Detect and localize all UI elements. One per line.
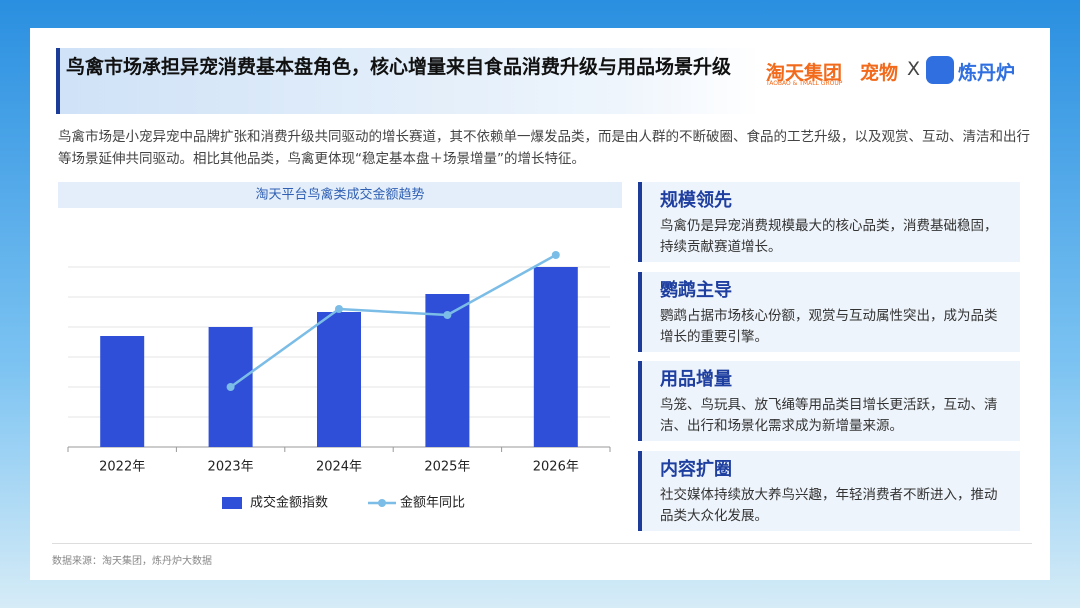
chart: 淘天平台鸟禽类成交金额趋势 2022年 2023年 2024年 2025年 2026年成… xyxy=(58,182,622,511)
card-text: 社交媒体持续放大养鸟兴趣，年轻消费者不断进入，推动品类大众化发展。 xyxy=(660,486,998,524)
card: 鹦鹉主导鹦鹉占据市场核心份额，观赏与互动属性突出，成为品类增长的重要引擎。 xyxy=(638,271,1020,352)
card: 规模领先鸟禽仍是异宠消费规模最大的核心品类，消费基础稳固，持续贡献赛道增长。 xyxy=(638,182,1020,262)
card-text: 鸟禽仍是异宠消费规模最大的核心品类，消费基础稳固，持续贡献赛道增长。 xyxy=(660,218,998,255)
legend-label: 金额年同比 xyxy=(400,495,465,511)
logo-x: X xyxy=(907,58,921,80)
card-title: 内容扩圈 xyxy=(660,458,732,480)
title: 鸟禽市场承担异宠消费基本盘角色，核心增量来自食品消费升级与用品场景升级 xyxy=(66,56,732,78)
card-title: 鹦鹉主导 xyxy=(660,279,732,301)
bar xyxy=(533,267,578,447)
chart-title-band xyxy=(58,182,622,208)
line xyxy=(229,253,557,389)
bar xyxy=(425,294,470,447)
card: 用品增量鸟笼、鸟玩具、放飞绳等用品类目增长更活跃，互动、清洁、出行和场景化需求成… xyxy=(638,361,1020,441)
card-title: 用品增量 xyxy=(660,369,732,390)
card: 内容扩圈社交媒体持续放大养鸟兴趣，年轻消费者不断进入，推动品类大众化发展。 xyxy=(638,450,1020,531)
line-point xyxy=(335,305,343,313)
bar xyxy=(100,336,145,447)
bar xyxy=(317,312,361,447)
logo-icon xyxy=(926,56,954,84)
x-tick-label: 2024年 xyxy=(316,460,362,475)
logo-main: 淘天集团 xyxy=(766,62,843,84)
legend-swatch xyxy=(222,497,242,509)
line-point xyxy=(551,251,560,259)
intro: 鸟禽市场是小宠异宠中品牌扩张和消费升级共同驱动的增长赛道，其不依赖单一爆发品类，… xyxy=(58,129,1030,167)
title-bar xyxy=(56,48,760,114)
source: 数据来源：淘天集团，炼丹炉大数据 xyxy=(52,556,212,567)
logo-sub: TAOBAO & TMALL GROUP xyxy=(766,80,843,87)
card-title: 规模领先 xyxy=(660,190,732,211)
line-point xyxy=(226,383,235,391)
chart-title: 淘天平台鸟禽类成交金额趋势 xyxy=(255,187,424,203)
legend-swatch xyxy=(378,499,386,507)
card-text: 鸟笼、鸟玩具、放飞绳等用品类目增长更活跃，互动、清洁、出行和场景化需求成为新增量… xyxy=(660,397,998,434)
x-tick-label: 2026年 xyxy=(533,460,579,475)
card-text: 鹦鹉占据市场核心份额，观赏与互动属性突出，成为品类增长的重要引擎。 xyxy=(660,307,998,345)
divider xyxy=(52,543,1032,544)
x-tick-label: 2025年 xyxy=(424,460,470,475)
x-tick-label: 2022年 xyxy=(99,460,145,475)
legend-label: 成交金额指数 xyxy=(250,495,328,511)
logo-partner: 炼丹炉 xyxy=(958,62,1016,84)
line-point xyxy=(443,311,452,319)
logo-pet: 宠物 xyxy=(860,62,899,84)
x-tick-label: 2023年 xyxy=(208,460,254,475)
